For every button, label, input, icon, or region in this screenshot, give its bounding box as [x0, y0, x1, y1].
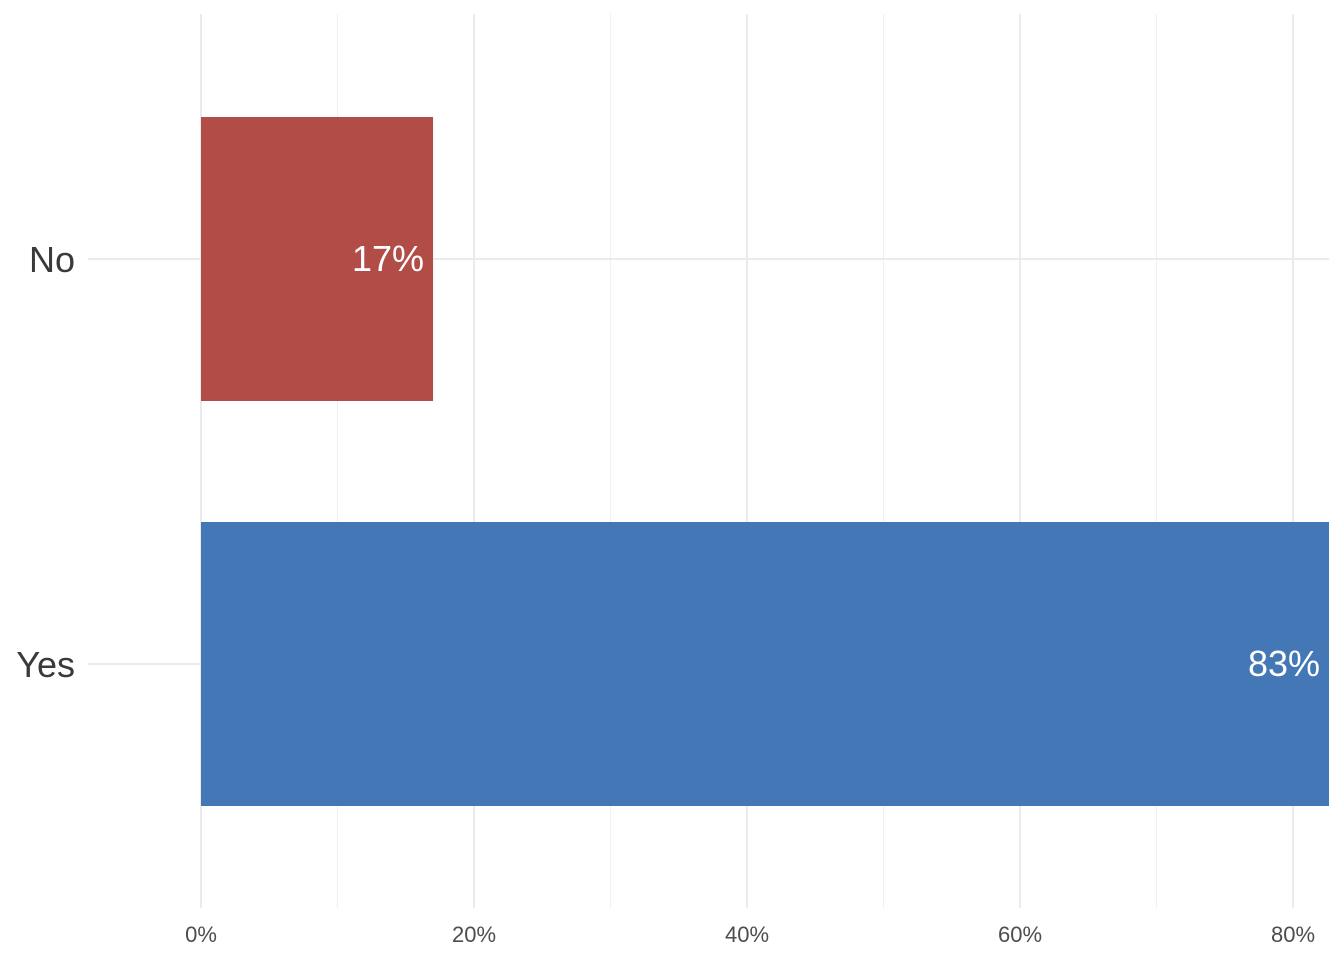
bars [201, 117, 1329, 806]
data-labels: 17% 83% [352, 238, 1320, 684]
x-tick-label: 20% [452, 922, 496, 947]
category-label-yes: Yes [16, 644, 75, 685]
x-tick-label: 0% [185, 922, 217, 947]
category-label-no: No [29, 239, 75, 280]
x-tick-label: 60% [998, 922, 1042, 947]
category-axis-labels: No Yes [16, 239, 75, 685]
bar-no [201, 117, 434, 401]
x-tick-label: 80% [1271, 922, 1315, 947]
data-label-no: 17% [352, 238, 424, 279]
x-tick-label: 40% [725, 922, 769, 947]
bar-yes [201, 522, 1329, 806]
value-axis-tick-labels: 0% 20% 40% 60% 80% [185, 922, 1315, 947]
data-label-yes: 83% [1248, 643, 1320, 684]
